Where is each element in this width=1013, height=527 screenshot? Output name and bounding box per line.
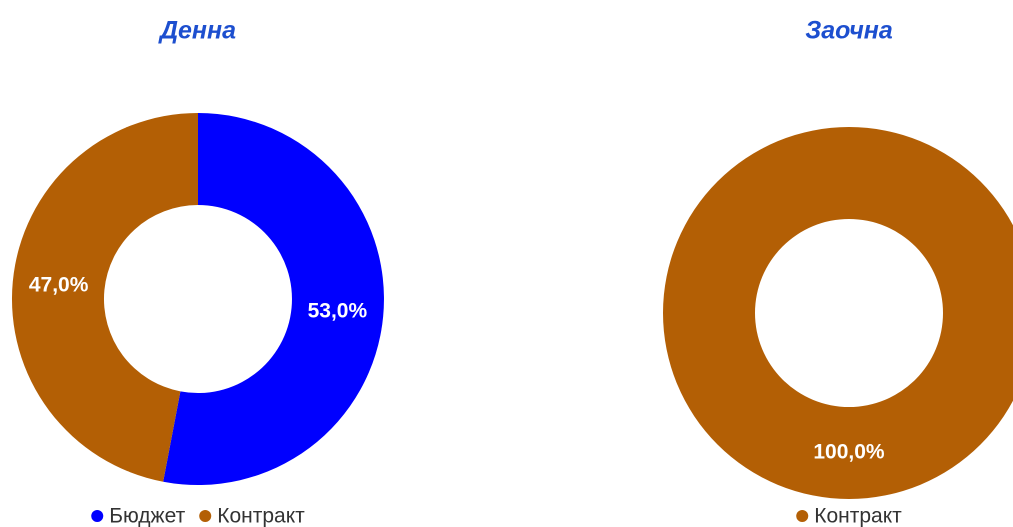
donut-slice — [663, 127, 1013, 499]
data-label: 47,0% — [29, 273, 89, 296]
chart-title: Заочна — [805, 17, 893, 45]
legend-label: Контракт — [814, 505, 902, 527]
legend-marker — [91, 510, 104, 522]
donut-slice — [11, 113, 198, 482]
legend-label: Контракт — [217, 505, 305, 527]
legend-marker — [796, 510, 809, 522]
legend-marker — [199, 510, 212, 522]
data-label: 100,0% — [813, 441, 885, 464]
donut-slice — [163, 113, 384, 485]
chart-title: Денна — [158, 17, 236, 45]
data-label: 53,0% — [308, 300, 368, 323]
legend-label: Бюджет — [109, 505, 185, 527]
